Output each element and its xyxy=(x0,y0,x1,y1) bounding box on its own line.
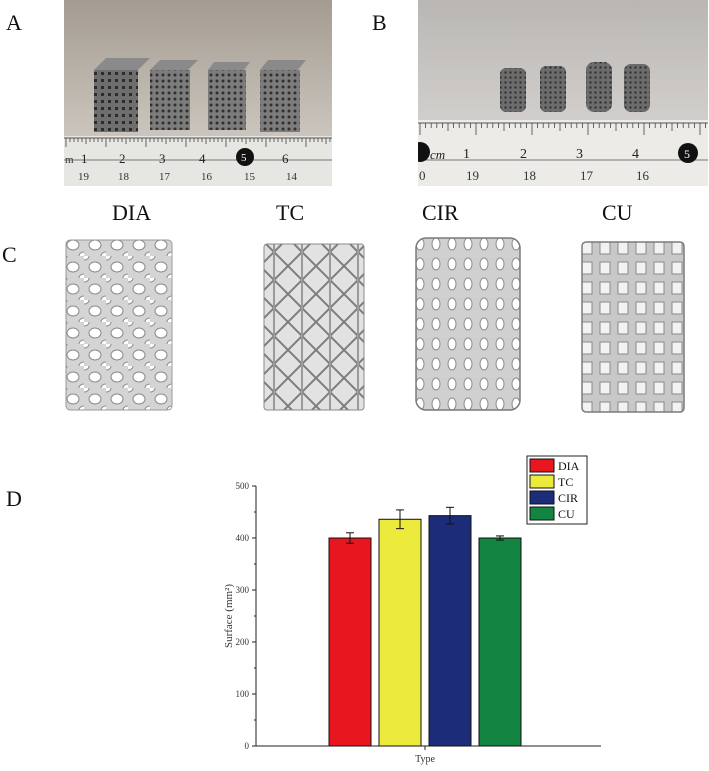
ruler-b-number: 4 xyxy=(632,147,639,162)
render-dia xyxy=(62,234,182,414)
ruler-a-lower: 19 xyxy=(78,171,90,183)
scaffold-title-cir: CIR xyxy=(422,200,459,225)
ruler-b xyxy=(418,120,708,186)
legend-label-cu: CU xyxy=(558,507,575,521)
bar-cir xyxy=(428,515,472,747)
ruler-a-lower: 16 xyxy=(201,171,213,183)
render-dia-drawing xyxy=(65,239,173,411)
surface-area-chart: Surface (mm²) Type 0 100 200 300 400 500 DIA TC… xyxy=(0,440,709,766)
render-cu xyxy=(578,238,690,416)
render-cir xyxy=(412,234,524,414)
scaffold-title-tc: TC xyxy=(276,200,305,225)
legend-label-tc: TC xyxy=(558,475,573,489)
y-tick-label: 400 xyxy=(236,533,250,543)
panel-label-b: B xyxy=(372,10,387,35)
legend-swatch-cu xyxy=(529,506,555,521)
ruler-b-number: 1 xyxy=(463,147,470,162)
ruler-a-lower: 15 xyxy=(244,171,256,183)
ruler-a-lower: 17 xyxy=(159,171,171,183)
cylinder-dia xyxy=(500,68,526,112)
chart-x-label: Type xyxy=(415,754,435,765)
ruler-b-number: 2 xyxy=(520,147,527,162)
legend-swatch-dia xyxy=(529,458,555,473)
ruler-b-lower: 18 xyxy=(523,168,536,183)
ruler-b-unit: cm xyxy=(430,147,445,162)
bar-dia xyxy=(328,537,372,747)
y-tick-label: 300 xyxy=(236,585,250,595)
ruler-b-lower: 0 xyxy=(419,168,426,183)
ruler-b-number: 5 xyxy=(684,147,690,161)
render-cir-drawing xyxy=(415,237,521,411)
cylinder-cir xyxy=(586,62,612,112)
legend-label-cir: CIR xyxy=(558,491,578,505)
panel-label-d: D xyxy=(6,486,22,511)
bar-cu xyxy=(478,537,522,747)
cylinder-cu xyxy=(624,64,650,112)
y-tick-label: 500 xyxy=(236,481,250,491)
bar-tc xyxy=(378,518,422,747)
cube-dia xyxy=(94,58,150,132)
ruler-b-number: 3 xyxy=(576,147,583,162)
scaffold-title-dia: DIA xyxy=(112,200,152,225)
ruler-a-number: 2 xyxy=(119,151,126,166)
y-tick-label: 200 xyxy=(236,637,250,647)
ruler-a-unit: m xyxy=(65,154,74,166)
ruler-b-lower: 17 xyxy=(580,168,594,183)
ruler-a-number: 4 xyxy=(199,151,206,166)
legend-label-dia: DIA xyxy=(558,459,580,473)
legend-swatch-tc xyxy=(529,474,555,489)
y-tick-label: 100 xyxy=(236,689,250,699)
photo-cylinder-scaffolds: cm 1 2 3 4 5 0 19 18 17 16 xyxy=(418,0,708,186)
panel-label-a: A xyxy=(6,10,22,35)
photo-cube-scaffolds: m 1 2 3 4 5 6 19 18 17 16 15 14 xyxy=(64,0,332,186)
y-tick-label: 0 xyxy=(245,741,250,751)
ruler-a-number: 5 xyxy=(241,152,247,164)
photo-b-drawing: cm 1 2 3 4 5 0 19 18 17 16 xyxy=(418,0,708,186)
ruler-a-number: 6 xyxy=(282,151,289,166)
chart-svg: Surface (mm²) Type 0 100 200 300 400 500 DIA TC… xyxy=(223,455,601,765)
ruler-a-lower: 18 xyxy=(118,171,130,183)
ruler-b-ticks xyxy=(419,123,707,135)
cube-tc xyxy=(150,60,198,130)
ruler-a-ticks xyxy=(65,138,331,147)
panel-label-c: C xyxy=(2,242,17,267)
cube-cu xyxy=(260,60,306,132)
cylinder-tc xyxy=(540,66,566,112)
ruler-a-lower: 14 xyxy=(286,171,298,183)
ruler-a-number: 1 xyxy=(81,151,88,166)
cube-cir xyxy=(208,62,250,130)
legend-swatch-cir xyxy=(529,490,555,505)
ruler-b-lower: 19 xyxy=(466,168,479,183)
render-tc-drawing xyxy=(263,243,365,411)
ruler-a-number: 3 xyxy=(159,151,166,166)
photo-a-drawing: m 1 2 3 4 5 6 19 18 17 16 15 14 xyxy=(64,0,332,186)
scaffold-title-cu: CU xyxy=(602,200,633,225)
render-tc xyxy=(260,238,372,414)
ruler-b-lower: 16 xyxy=(636,168,650,183)
chart-y-label: Surface (mm²) xyxy=(223,584,235,648)
render-cu-drawing xyxy=(581,241,685,413)
